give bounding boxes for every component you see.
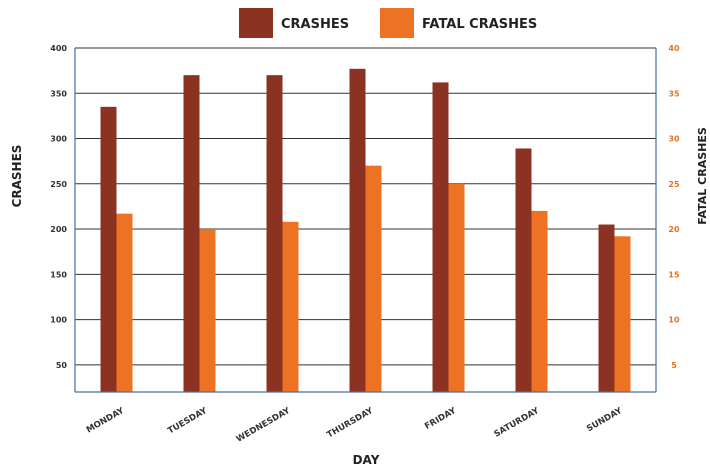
bar-crashes xyxy=(266,75,283,392)
legend-label-crashes: CRASHES xyxy=(281,17,349,32)
bars-group xyxy=(100,68,631,393)
bar-crashes xyxy=(183,75,200,392)
y-tick-label-left: 250 xyxy=(50,180,67,189)
x-axis-title: DAY xyxy=(353,453,380,467)
y-axis-title-left: CRASHES xyxy=(10,145,24,208)
bar-fatal-crashes xyxy=(365,165,382,392)
axes xyxy=(74,48,657,393)
y-axis-title-right: FATAL CRASHES xyxy=(696,127,709,225)
x-tick-label: FRIDAY xyxy=(423,406,459,432)
y-tick-label-right: 15 xyxy=(668,270,680,279)
y-tick-label-left: 300 xyxy=(50,135,67,144)
y-tick-label-left: 200 xyxy=(50,225,67,234)
y-tick-label-right: 30 xyxy=(668,135,680,144)
bar-fatal-crashes xyxy=(116,213,133,392)
bar-fatal-crashes xyxy=(448,183,465,392)
right-axis-ticks: 5 10 15 20 25 30 35 40 xyxy=(668,44,680,370)
bar-crashes xyxy=(515,148,532,392)
legend-swatch-fatal-crashes xyxy=(380,8,414,38)
y-tick-label-right: 10 xyxy=(668,316,680,325)
y-tick-label-right: 25 xyxy=(668,180,680,189)
y-tick-label-left: 150 xyxy=(50,270,67,279)
y-tick-label-left: 400 xyxy=(50,44,67,53)
bar-fatal-crashes xyxy=(614,236,631,392)
x-tick-label: WEDNESDAY xyxy=(235,406,293,445)
y-tick-label-right: 35 xyxy=(668,89,680,98)
bar-crashes xyxy=(349,68,366,393)
y-tick-label-right: 40 xyxy=(668,44,680,53)
x-tick-label: TUESDAY xyxy=(166,406,209,437)
legend: CRASHES FATAL CRASHES xyxy=(239,8,537,38)
bar-fatal-crashes xyxy=(199,229,216,392)
bar-fatal-crashes xyxy=(282,221,299,392)
bar-crashes xyxy=(432,82,449,393)
y-tick-label-right: 20 xyxy=(668,225,680,234)
x-tick-label: THURSDAY xyxy=(325,406,375,441)
y-tick-label-left: 50 xyxy=(56,361,68,370)
x-tick-label: SUNDAY xyxy=(585,406,625,435)
bar-crashes xyxy=(100,106,117,392)
legend-label-fatal-crashes: FATAL CRASHES xyxy=(422,17,537,32)
legend-swatch-crashes xyxy=(239,8,273,38)
y-tick-label-left: 350 xyxy=(50,89,67,98)
x-tick-label: MONDAY xyxy=(85,406,127,436)
bar-fatal-crashes xyxy=(531,210,548,392)
y-tick-label-right: 5 xyxy=(671,361,677,370)
y-tick-label-left: 100 xyxy=(50,316,67,325)
left-axis-ticks: 50 100 150 200 250 300 350 400 xyxy=(50,44,67,370)
bar-crashes xyxy=(598,224,615,392)
category-labels: MONDAY TUESDAY WEDNESDAY THURSDAY FRIDAY SATU… xyxy=(85,406,625,445)
x-tick-label: SATURDAY xyxy=(492,406,541,440)
